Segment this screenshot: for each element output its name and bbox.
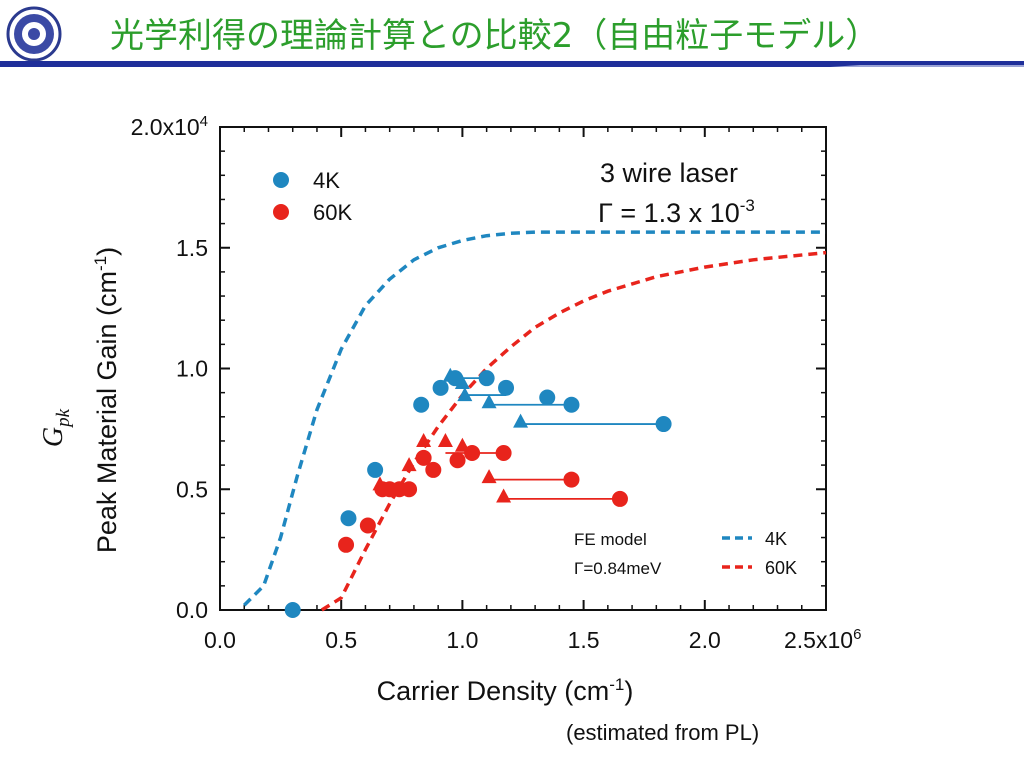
- slide-header: 光学利得の理論計算との比較2（自由粒子モデル）: [0, 0, 1024, 70]
- fe-model-label: FE model: [574, 530, 647, 549]
- triangle-point-4K: [481, 394, 497, 409]
- triangle-point-4K: [457, 387, 473, 402]
- university-logo-icon: [6, 6, 62, 62]
- x-axis-label: Carrier Density (cm-1): [377, 675, 634, 706]
- circle-point-60K: [563, 471, 580, 488]
- circle-point-4K: [447, 370, 464, 387]
- title-underline: [0, 61, 1024, 67]
- model-curve-60K: [320, 250, 827, 612]
- circle-point-4K: [367, 461, 384, 478]
- circle-point-60K: [449, 452, 466, 469]
- circle-point-60K: [338, 536, 355, 553]
- legend-line-label-4K: 4K: [765, 529, 787, 549]
- circle-point-4K: [284, 602, 301, 618]
- y-tick-label: 1.0: [176, 356, 208, 382]
- triangle-point-60K: [416, 432, 432, 447]
- circle-point-60K: [464, 445, 481, 462]
- circle-point-4K: [432, 379, 449, 396]
- circle-point-4K: [340, 510, 357, 527]
- triangle-point-60K: [401, 457, 417, 472]
- y-tick-label: 0.0: [176, 597, 208, 623]
- y-tick-label: 0.5: [176, 476, 208, 502]
- circle-point-60K: [495, 445, 512, 462]
- annotation-device: 3 wire laser: [600, 158, 738, 188]
- triangle-point-60K: [437, 432, 453, 447]
- circle-point-60K: [415, 449, 432, 466]
- x-tick-label: 2.0: [689, 627, 721, 653]
- y-axis-label: Peak Material Gain (cm-1): [91, 247, 122, 553]
- circle-point-4K: [563, 396, 580, 413]
- fe-model-gamma: Γ=0.84meV: [574, 559, 662, 578]
- legend-label-60K: 60K: [313, 200, 352, 225]
- circle-point-4K: [655, 416, 672, 433]
- x-tick-label: 1.0: [446, 627, 478, 653]
- annotation-gamma: Γ = 1.3 x 10-3: [598, 196, 755, 228]
- triangle-point-4K: [513, 413, 529, 428]
- estimate-note: (estimated from PL): [566, 720, 760, 745]
- circle-point-4K: [478, 370, 495, 387]
- circle-point-4K: [498, 379, 515, 396]
- legend-marker-4K: [273, 172, 289, 188]
- x-tick-label: 0.5: [325, 627, 357, 653]
- circle-point-60K: [611, 490, 628, 507]
- legend-marker-60K: [273, 204, 289, 220]
- y-tick-label: 1.5: [176, 235, 208, 261]
- legend-label-4K: 4K: [313, 168, 340, 193]
- legend-line-label-60K: 60K: [765, 558, 797, 578]
- x-tick-label: 0.0: [204, 627, 236, 653]
- circle-point-60K: [359, 517, 376, 534]
- triangle-point-4K: [454, 374, 470, 389]
- circle-point-4K: [413, 396, 430, 413]
- y-tick-label: 2.0x104: [131, 113, 208, 140]
- x-tick-label: 2.5x106: [784, 626, 861, 653]
- circle-point-4K: [539, 389, 556, 406]
- circle-point-60K: [401, 481, 418, 498]
- triangle-point-60K: [496, 488, 512, 503]
- triangle-point-60K: [481, 469, 497, 484]
- model-curve-4K: [242, 230, 826, 607]
- x-tick-label: 1.5: [568, 627, 600, 653]
- circle-point-60K: [425, 461, 442, 478]
- gpk-symbol: Gpk: [38, 408, 74, 447]
- slide-title: 光学利得の理論計算との比較2（自由粒子モデル）: [110, 16, 880, 56]
